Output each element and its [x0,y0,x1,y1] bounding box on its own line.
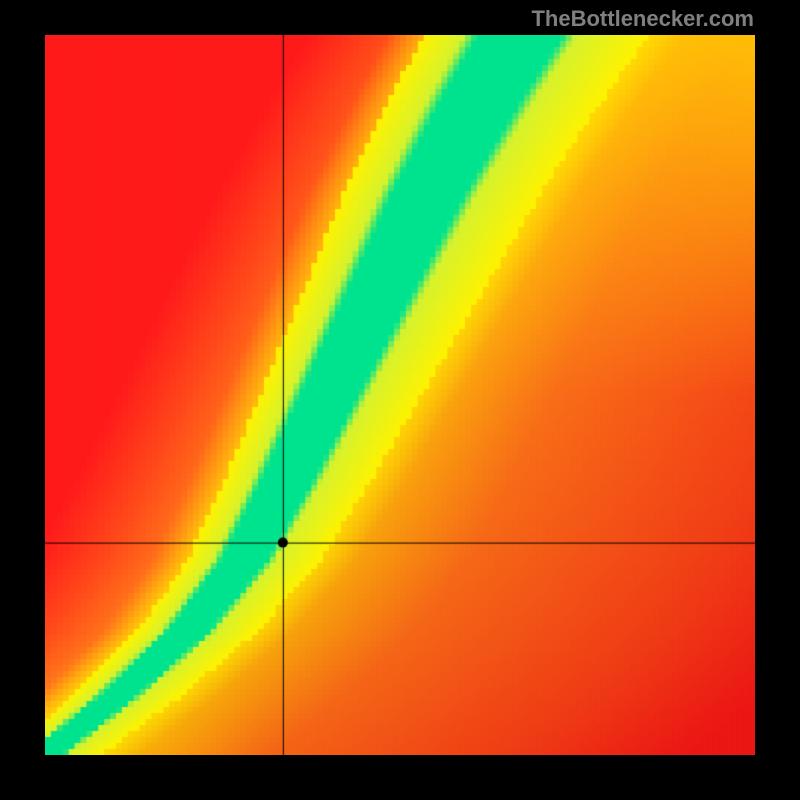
watermark-text: TheBottlenecker.com [531,6,754,32]
chart-container: TheBottlenecker.com [0,0,800,800]
bottleneck-heatmap [45,35,755,755]
